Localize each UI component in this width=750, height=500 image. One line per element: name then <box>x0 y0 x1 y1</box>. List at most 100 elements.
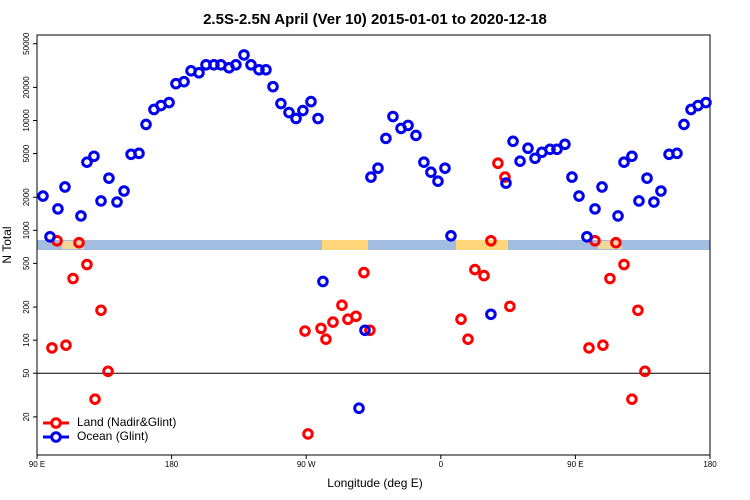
point <box>618 258 630 271</box>
point <box>299 325 311 337</box>
point <box>81 258 93 271</box>
point <box>589 203 601 215</box>
point <box>163 96 175 109</box>
land-strip <box>456 240 508 250</box>
point <box>302 428 314 440</box>
point <box>103 172 115 184</box>
point <box>245 59 257 71</box>
surface-strip <box>37 240 710 250</box>
point <box>610 236 622 249</box>
y-tick-label: 1000 <box>22 221 31 239</box>
point <box>648 196 660 208</box>
point <box>364 324 376 337</box>
point <box>193 66 205 79</box>
point <box>514 155 526 167</box>
point <box>312 112 324 125</box>
x-tick-label: 90 E <box>29 460 45 469</box>
point <box>485 308 497 321</box>
point <box>350 310 362 323</box>
point <box>290 112 302 125</box>
y-tick-label: 20 <box>22 412 31 421</box>
point <box>655 185 667 197</box>
legend-marker <box>50 417 62 429</box>
point <box>67 272 79 285</box>
y-tick-label: 50000 <box>22 32 31 55</box>
point <box>618 156 630 168</box>
ocean-strip <box>37 240 710 250</box>
point <box>469 263 481 276</box>
point <box>633 195 645 207</box>
point <box>317 275 329 288</box>
y-tick-label: 5000 <box>22 144 31 162</box>
point <box>387 110 399 123</box>
plot-frame <box>36 34 711 456</box>
point <box>439 162 451 174</box>
point <box>478 269 490 282</box>
point <box>632 304 644 317</box>
point <box>327 316 339 328</box>
x-tick-label: 90 E <box>567 460 583 469</box>
point <box>89 393 101 405</box>
point <box>671 147 683 160</box>
chart-title: 2.5S-2.5N April (Ver 10) 2015-01-01 to 2… <box>203 11 547 28</box>
point <box>102 365 114 378</box>
point <box>372 162 384 174</box>
point <box>551 143 563 156</box>
point <box>566 171 578 183</box>
point <box>445 230 457 242</box>
x-tick-label: 180 <box>165 460 179 469</box>
point <box>178 75 190 88</box>
point <box>596 181 608 193</box>
point <box>230 59 242 71</box>
x-tick-label: 180 <box>703 460 717 469</box>
point <box>583 342 595 354</box>
point <box>305 95 317 108</box>
point <box>626 150 638 163</box>
point <box>358 266 370 279</box>
point <box>432 175 444 187</box>
point <box>59 181 71 193</box>
point <box>462 333 474 345</box>
point <box>425 166 437 179</box>
point <box>353 402 365 415</box>
point <box>283 106 295 119</box>
point <box>410 129 422 142</box>
y-tick-label: 2000 <box>22 188 31 206</box>
point <box>492 157 504 170</box>
point <box>73 236 85 249</box>
point <box>559 138 571 151</box>
point <box>44 230 56 243</box>
point <box>95 195 107 207</box>
legend-marker <box>50 431 62 443</box>
point <box>522 142 534 155</box>
point <box>597 339 609 351</box>
point <box>37 190 49 202</box>
y-tick-label: 20000 <box>22 76 31 99</box>
point <box>380 132 392 145</box>
y-tick-label: 50 <box>22 368 31 377</box>
point <box>604 272 616 285</box>
y-tick-label: 500 <box>22 256 31 270</box>
x-tick-label: 90 W <box>297 460 316 469</box>
y-tick-label: 10000 <box>22 109 31 132</box>
land-strip <box>322 240 368 250</box>
point <box>315 322 327 335</box>
point <box>507 135 519 148</box>
point <box>46 342 58 354</box>
point <box>238 49 250 61</box>
point <box>52 203 64 215</box>
point <box>359 324 371 337</box>
y-tick-label: 200 <box>22 300 31 314</box>
point <box>641 172 653 184</box>
point <box>133 147 145 160</box>
legend-label: Ocean (Glint) <box>77 429 148 443</box>
y-axis-label: N Total <box>0 226 14 263</box>
point <box>700 96 712 109</box>
point <box>253 63 265 76</box>
point <box>111 196 123 208</box>
point <box>95 304 107 317</box>
point <box>418 156 430 168</box>
point <box>267 80 279 93</box>
point <box>612 210 624 222</box>
